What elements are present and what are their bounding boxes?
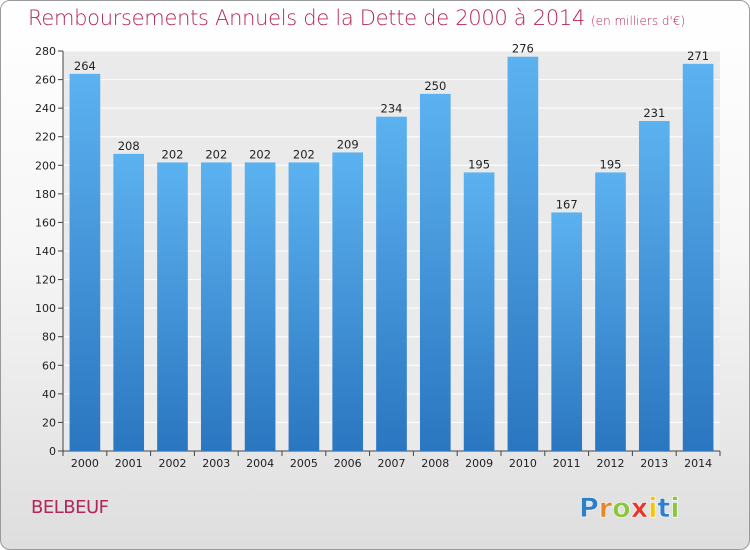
bar	[595, 172, 626, 451]
x-tick-label: 2002	[159, 457, 187, 470]
x-tick-label: 2013	[640, 457, 668, 470]
x-tick-label: 2012	[597, 457, 625, 470]
y-tick-label: 280	[35, 45, 56, 58]
data-labels: 264 208 202 202 202 202 209 234 250 195 276 167 195 2…	[74, 42, 709, 212]
y-tick-label: 40	[42, 388, 56, 401]
bar-value-label: 195	[468, 157, 490, 171]
y-tick-label: 260	[35, 74, 56, 87]
bar-value-label: 276	[512, 42, 534, 56]
y-tick-label: 140	[35, 245, 56, 258]
bar	[551, 212, 583, 451]
x-tick-label: 2004	[246, 457, 274, 470]
x-tick-label: 2003	[202, 457, 230, 470]
x-tick-label: 2014	[684, 457, 712, 470]
bar-value-label: 250	[424, 79, 446, 93]
bar-value-label: 209	[337, 137, 359, 151]
chart-title-block: Remboursements Annuels de la Dette de 20…	[28, 6, 685, 30]
bar-value-label: 202	[249, 147, 271, 161]
bar-value-label: 234	[381, 102, 403, 116]
bar-value-label: 271	[687, 49, 709, 63]
bar-value-label: 167	[556, 197, 578, 211]
chart-subtitle: (en milliers d'€)	[591, 14, 686, 28]
bar-value-label: 231	[643, 106, 665, 120]
bar-value-label: 195	[600, 157, 622, 171]
bar	[244, 162, 276, 451]
bar	[332, 152, 364, 451]
x-tick-label: 2011	[553, 457, 581, 470]
y-tick-label: 20	[42, 416, 56, 429]
bar	[507, 56, 539, 451]
bar	[419, 93, 451, 451]
y-tick-label: 80	[42, 331, 56, 344]
y-tick-label: 100	[35, 302, 56, 315]
chart-title: Remboursements Annuels de la Dette de 20…	[28, 6, 585, 30]
bar	[682, 63, 714, 451]
axes: 0 20 40 60 80 100 120 140 160 180 200 220 240 260 280 2…	[35, 45, 721, 470]
bar	[288, 162, 320, 451]
bar	[638, 121, 670, 451]
bar-value-label: 264	[74, 59, 96, 73]
bar	[463, 172, 495, 451]
svg-text:Proxiti: Proxiti	[579, 493, 680, 523]
x-tick-label: 2007	[378, 457, 406, 470]
bar-value-label: 208	[118, 139, 140, 153]
bar	[113, 153, 145, 451]
y-tick-label: 220	[35, 131, 56, 144]
x-tick-label: 2001	[115, 457, 143, 470]
x-tick-label: 2005	[290, 457, 318, 470]
y-tick-label: 240	[35, 102, 56, 115]
x-tick-label: 2010	[509, 457, 537, 470]
place-name: BELBEUF	[31, 497, 109, 518]
bar	[376, 116, 407, 451]
x-tick-label: 2000	[71, 457, 99, 470]
y-tick-label: 60	[42, 359, 56, 372]
bar	[69, 73, 101, 451]
bar	[157, 162, 188, 451]
proxiti-logo: Proxiti	[579, 493, 680, 523]
bar-value-label: 202	[205, 147, 227, 161]
x-tick-label: 2009	[465, 457, 493, 470]
y-tick-label: 200	[35, 159, 56, 172]
bar-value-label: 202	[162, 147, 184, 161]
bars	[69, 56, 714, 451]
y-tick-label: 180	[35, 188, 56, 201]
x-tick-label: 2008	[421, 457, 449, 470]
x-tick-label: 2006	[334, 457, 362, 470]
y-tick-label: 160	[35, 216, 56, 229]
bar	[200, 162, 232, 451]
bar-value-label: 202	[293, 147, 315, 161]
y-tick-label: 120	[35, 274, 56, 287]
y-tick-label: 0	[49, 445, 56, 458]
